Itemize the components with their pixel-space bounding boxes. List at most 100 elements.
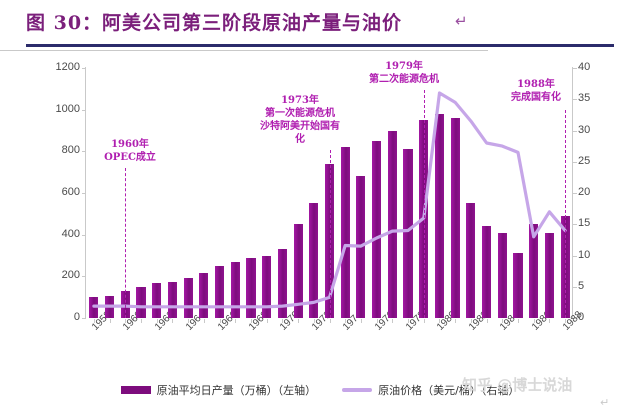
y-tick-label-left: 400 xyxy=(61,227,80,240)
x-tick xyxy=(313,319,315,323)
x-tick xyxy=(188,319,190,323)
bar xyxy=(199,273,209,318)
bar xyxy=(403,149,413,318)
y-tick-label-right: 25 xyxy=(578,154,591,167)
annotation-crisis-1973-line3: 沙特阿美开始国有 xyxy=(260,121,340,132)
x-tick xyxy=(282,319,284,323)
annotation-line-1979 xyxy=(423,90,425,318)
y-tick-label-left: 1000 xyxy=(55,102,80,115)
y-tick-left xyxy=(82,318,86,319)
annotation-crisis-1979-line2: 第二次能源危机 xyxy=(369,74,439,85)
y-tick-label-right: 15 xyxy=(578,217,591,230)
y-tick-right xyxy=(573,193,577,194)
y-tick-left xyxy=(82,193,86,194)
y-tick-left xyxy=(82,234,86,236)
x-tick xyxy=(93,319,95,323)
annotation-crisis-1979: 1979年 第二次能源危机 xyxy=(345,60,463,86)
y-tick-right xyxy=(573,286,577,288)
x-tick xyxy=(392,319,394,323)
y-tick-label-right: 10 xyxy=(578,248,591,261)
y-tick-right xyxy=(573,255,577,257)
bar xyxy=(136,286,146,318)
x-tick xyxy=(219,319,221,323)
y-tick-label-right: 40 xyxy=(578,61,591,73)
bar xyxy=(120,290,130,318)
bar xyxy=(293,224,303,318)
bar xyxy=(262,255,272,318)
y-tick-label-right: 0 xyxy=(578,311,585,323)
x-tick xyxy=(549,319,551,323)
legend-item-production: 原油平均日产量（万桶）（左轴） xyxy=(120,382,317,398)
x-tick xyxy=(423,319,425,323)
y-tick-right xyxy=(573,68,577,69)
y-tick-left xyxy=(82,68,86,69)
annotation-nationalized-1988-line1: 1988年 xyxy=(517,79,555,90)
x-axis xyxy=(0,50,488,51)
bar xyxy=(450,118,460,318)
annotation-line-1988 xyxy=(565,110,567,318)
y-tick-label-left: 0 xyxy=(73,311,80,323)
bar xyxy=(497,232,507,318)
x-tick xyxy=(329,319,331,323)
bar xyxy=(560,215,570,318)
x-tick xyxy=(266,319,268,323)
y-axis-right xyxy=(572,67,573,319)
annotation-opec-1960-line1: 1960年 xyxy=(111,139,149,150)
x-tick xyxy=(455,319,457,323)
legend-label-production: 原油平均日产量（万桶）（左轴） xyxy=(156,384,317,397)
y-tick-right xyxy=(573,130,577,132)
bar xyxy=(152,282,162,318)
x-tick xyxy=(109,319,111,323)
bar xyxy=(372,140,382,318)
x-tick xyxy=(486,319,488,323)
bar xyxy=(309,203,319,318)
bar xyxy=(340,147,350,318)
y-tick-label-left: 600 xyxy=(61,186,80,198)
annotation-line-1960 xyxy=(125,168,127,318)
bar xyxy=(529,224,539,318)
x-tick xyxy=(376,319,378,323)
x-tick xyxy=(360,319,362,323)
bar xyxy=(230,261,240,318)
y-tick-left xyxy=(82,151,86,153)
x-tick xyxy=(140,319,142,323)
y-tick-left xyxy=(82,276,86,278)
y-tick-label-right: 5 xyxy=(578,279,585,292)
y-tick-label-right: 30 xyxy=(578,123,591,136)
bar xyxy=(434,113,445,318)
legend-swatch-bar xyxy=(120,386,151,394)
annotation-line-1973 xyxy=(329,150,331,318)
x-tick xyxy=(298,319,300,323)
x-tick xyxy=(533,319,535,323)
y-tick-label-right: 35 xyxy=(578,92,591,105)
y-tick-label-right: 20 xyxy=(578,186,591,198)
bar xyxy=(167,281,177,318)
x-tick xyxy=(470,319,472,323)
legend-label-price: 原油价格（美元/桶）（右轴） xyxy=(378,384,520,397)
chart-legend: 原油平均日产量（万桶）（左轴） 原油价格（美元/桶）（右轴） xyxy=(0,375,640,405)
title-divider xyxy=(26,44,614,47)
annotation-crisis-1973: 1973年 第一次能源危机 沙特阿美开始国有 化 xyxy=(252,94,348,146)
y-tick-right xyxy=(573,161,577,163)
y-tick-right xyxy=(573,99,577,101)
title-return-mark: ↵ xyxy=(455,13,468,30)
legend-swatch-line xyxy=(342,388,373,392)
x-tick xyxy=(502,319,504,323)
annotation-nationalized-1988: 1988年 完成国有化 xyxy=(490,78,582,104)
x-tick xyxy=(518,319,520,323)
bar xyxy=(466,203,476,318)
annotation-nationalized-1988-line2: 完成国有化 xyxy=(511,92,561,103)
x-tick xyxy=(565,319,567,323)
x-tick xyxy=(345,319,347,323)
chart-container: 0 200 400 600 800 1000 1200 0 5 10 15 20 25 30 35 40 1… xyxy=(0,50,640,413)
x-tick xyxy=(408,319,410,323)
y-tick-right xyxy=(573,318,577,319)
annotation-crisis-1973-line4: 化 xyxy=(295,134,305,145)
watermark-return-mark: ↵ xyxy=(600,397,610,409)
title-bar: 图 30：阿美公司第三阶段原油产量与油价 ↵ xyxy=(0,0,640,48)
bar xyxy=(387,130,397,318)
legend-item-price: 原油价格（美元/桶）（右轴） xyxy=(342,382,519,398)
y-tick-label-left: 200 xyxy=(61,269,80,282)
bar xyxy=(214,265,225,318)
x-tick xyxy=(235,319,237,323)
